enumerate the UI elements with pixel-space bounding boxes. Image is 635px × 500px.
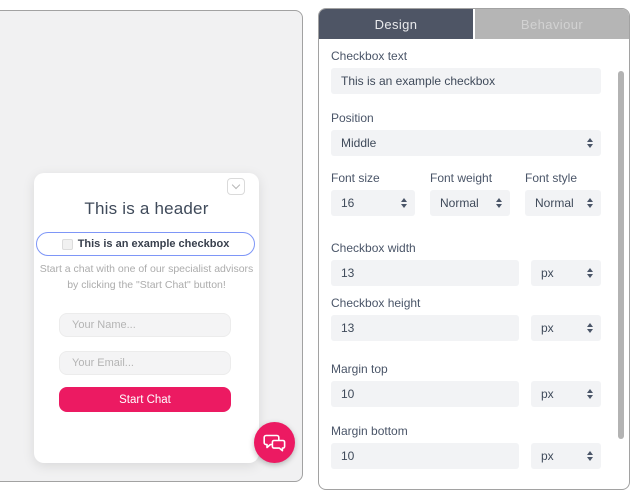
position-select[interactable]: Middle bbox=[331, 130, 601, 156]
margin-bottom-unit-select[interactable]: px bbox=[531, 443, 601, 469]
font-style-label: Font style bbox=[525, 171, 578, 185]
field-margin-top: Margin top px bbox=[331, 362, 601, 407]
select-arrows-icon bbox=[587, 451, 593, 461]
select-arrows-icon bbox=[587, 268, 593, 278]
preview-checkbox-element[interactable]: This is an example checkbox bbox=[36, 232, 255, 256]
settings-scrollbar[interactable] bbox=[618, 71, 624, 439]
field-margin-bottom: Margin bottom px bbox=[331, 424, 601, 469]
checkbox-height-unit: px bbox=[541, 321, 554, 335]
email-input[interactable] bbox=[59, 351, 231, 375]
checkbox-height-unit-select[interactable]: px bbox=[531, 315, 601, 341]
margin-top-unit: px bbox=[541, 387, 554, 401]
margin-bottom-unit: px bbox=[541, 449, 554, 463]
select-arrows-icon bbox=[587, 323, 593, 333]
checkbox-icon[interactable] bbox=[61, 238, 73, 250]
position-label: Position bbox=[331, 111, 374, 125]
chat-bubbles-icon bbox=[262, 434, 285, 451]
start-chat-button[interactable]: Start Chat bbox=[59, 387, 231, 412]
widget-header-text: This is a header bbox=[84, 199, 209, 218]
checkbox-width-unit-select[interactable]: px bbox=[531, 260, 601, 286]
field-font-row: Font size 16 Font weight Normal Font sty… bbox=[331, 171, 601, 216]
margin-top-input[interactable] bbox=[331, 381, 519, 407]
chevron-down-icon bbox=[231, 180, 241, 190]
font-style-value: Normal bbox=[535, 196, 574, 210]
chat-launcher-button[interactable] bbox=[254, 422, 295, 463]
tab-design[interactable]: Design bbox=[319, 9, 473, 39]
select-arrows-icon bbox=[587, 138, 593, 148]
field-position: Position Middle bbox=[331, 111, 601, 156]
widget-description-line2: by clicking the "Start Chat" button! bbox=[67, 278, 226, 291]
field-font-weight: Font weight Normal bbox=[430, 171, 510, 216]
font-weight-label: Font weight bbox=[430, 171, 493, 185]
checkbox-text-input[interactable] bbox=[331, 68, 601, 94]
checkbox-text-label: Checkbox text bbox=[331, 49, 408, 63]
chat-widget-card: This is a header This is an example chec… bbox=[34, 173, 259, 463]
checkbox-label: This is an example checkbox bbox=[77, 238, 230, 250]
settings-panel: Design Behaviour Checkbox text Position … bbox=[318, 8, 630, 490]
margin-bottom-label: Margin bottom bbox=[331, 424, 408, 438]
select-arrows-icon bbox=[401, 198, 407, 208]
field-checkbox-height: Checkbox height px bbox=[331, 296, 601, 341]
settings-tabs: Design Behaviour bbox=[319, 9, 629, 39]
field-checkbox-width: Checkbox width px bbox=[331, 241, 601, 286]
checkbox-width-label: Checkbox width bbox=[331, 241, 416, 255]
margin-top-unit-select[interactable]: px bbox=[531, 381, 601, 407]
widget-description: Start a chat with one of our specialist … bbox=[34, 262, 259, 294]
font-style-select[interactable]: Normal bbox=[525, 190, 601, 216]
checkbox-height-input[interactable] bbox=[331, 315, 519, 341]
tab-behaviour[interactable]: Behaviour bbox=[473, 9, 629, 39]
margin-bottom-input[interactable] bbox=[331, 443, 519, 469]
checkbox-width-unit: px bbox=[541, 266, 554, 280]
preview-panel: This is a header This is an example chec… bbox=[0, 10, 303, 482]
select-arrows-icon bbox=[587, 389, 593, 399]
select-arrows-icon bbox=[587, 198, 593, 208]
font-size-select[interactable]: 16 bbox=[331, 190, 415, 216]
position-value: Middle bbox=[341, 136, 377, 150]
font-size-label: Font size bbox=[331, 171, 380, 185]
field-font-style: Font style Normal bbox=[525, 171, 601, 216]
select-arrows-icon bbox=[496, 198, 502, 208]
collapse-widget-button[interactable] bbox=[227, 178, 245, 195]
field-checkbox-text: Checkbox text bbox=[331, 49, 601, 94]
name-input[interactable] bbox=[59, 313, 231, 337]
margin-top-label: Margin top bbox=[331, 362, 388, 376]
font-size-value: 16 bbox=[341, 196, 355, 210]
checkbox-width-input[interactable] bbox=[331, 260, 519, 286]
checkbox-height-label: Checkbox height bbox=[331, 296, 421, 310]
font-weight-select[interactable]: Normal bbox=[430, 190, 510, 216]
field-font-size: Font size 16 bbox=[331, 171, 415, 216]
widget-description-line1: Start a chat with one of our specialist … bbox=[39, 263, 254, 275]
font-weight-value: Normal bbox=[440, 196, 479, 210]
